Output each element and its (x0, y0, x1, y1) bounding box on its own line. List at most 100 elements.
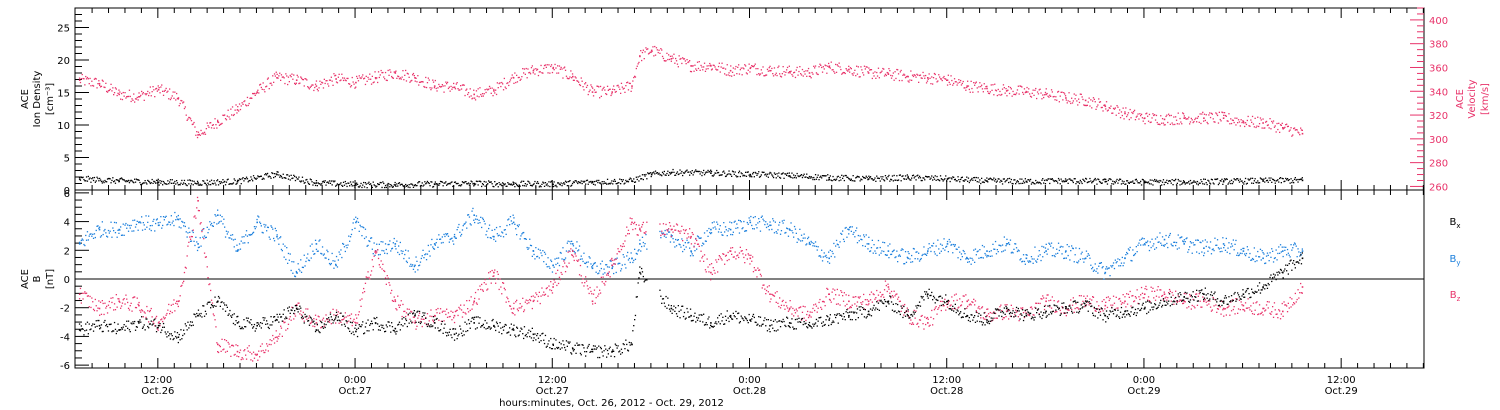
velocity-series-point (441, 84, 443, 86)
by-series-point (1223, 247, 1225, 249)
density-series-point (593, 180, 596, 183)
by-series-point (758, 218, 760, 220)
bz-series-point (200, 222, 202, 224)
by-series-point (574, 252, 576, 254)
velocity-series-point (731, 71, 734, 73)
bz-series-point (415, 328, 417, 330)
by-series-point (408, 257, 410, 259)
density-series-point (740, 172, 742, 174)
velocity-series-point (987, 90, 989, 93)
by-series-point (203, 235, 206, 237)
density-series-point (513, 182, 515, 184)
by-series-point (1086, 255, 1088, 257)
density-series-point (665, 174, 667, 176)
velocity-series-point (1126, 115, 1128, 118)
by-series-point (664, 229, 666, 232)
b-tick-label: -6 (60, 361, 70, 372)
velocity-series-point (361, 76, 363, 78)
by-series-point (193, 240, 195, 242)
velocity-series-point (692, 65, 694, 67)
by-series-point (715, 228, 717, 230)
by-series-point (270, 225, 272, 227)
by-series-point (276, 234, 278, 236)
velocity-series-point (432, 81, 435, 83)
bz-series-point (306, 318, 308, 320)
velocity-series-point (993, 94, 995, 96)
by-series-point (1064, 257, 1066, 259)
density-series-point (245, 178, 247, 180)
bz-series-point (268, 343, 270, 346)
velocity-series-point (123, 95, 125, 97)
velocity-series-point (508, 84, 510, 87)
by-series-point (995, 253, 998, 255)
velocity-series-point (669, 55, 672, 57)
velocity-series-point (385, 79, 387, 81)
density-series-point (755, 172, 757, 174)
by-series-point (452, 240, 454, 242)
density-series-point (540, 186, 542, 188)
by-series-point (160, 216, 162, 218)
bz-series-point (515, 301, 517, 303)
velocity-series-point (260, 86, 262, 89)
velocity-series-point (421, 81, 423, 83)
density-series-point (415, 185, 417, 187)
density-series-point (1008, 177, 1011, 180)
bz-series-point (359, 299, 361, 301)
by-series-point (799, 228, 801, 230)
velocity-series-point (1029, 93, 1031, 95)
bz-series-point (202, 228, 204, 231)
bz-series-point (519, 303, 521, 305)
by-series-point (390, 250, 392, 252)
velocity-series-point (297, 76, 299, 78)
density-series-point (688, 171, 690, 173)
density-series-point (436, 183, 438, 185)
velocity-series-point (1244, 125, 1246, 128)
density-series-point (922, 177, 924, 179)
velocity-series-point (575, 77, 577, 79)
by-series-point (1035, 260, 1037, 262)
density-series-point (1158, 181, 1160, 184)
velocity-series-point (1218, 111, 1220, 113)
by-series-point (864, 245, 866, 247)
velocity-series-point (1165, 115, 1167, 118)
density-series-point (845, 174, 847, 177)
density-series-point (159, 180, 161, 182)
density-series-point (332, 180, 334, 182)
by-series-point (1289, 256, 1291, 258)
by-series-point (113, 221, 116, 224)
velocity-series-point (882, 67, 884, 70)
density-series-point (1041, 179, 1043, 181)
density-series-point (1271, 181, 1273, 183)
velocity-series-point (120, 92, 123, 95)
bz-series-point (319, 319, 321, 322)
by-series-point (239, 248, 242, 250)
by-series-point (474, 218, 477, 220)
density-series-point (858, 176, 860, 178)
by-series-point (161, 227, 163, 229)
by-series-point (1218, 248, 1220, 250)
density-series-point (466, 183, 468, 185)
density-series-point (1136, 180, 1138, 182)
density-series-point (469, 183, 471, 185)
by-series-point (481, 226, 483, 229)
bz-series-point (373, 255, 375, 257)
by-series-data-point (769, 224, 771, 227)
velocity-series-point (335, 74, 337, 76)
by-series-point (123, 234, 125, 236)
by-series-point (921, 254, 923, 257)
by-series-point (352, 222, 354, 224)
density-series-point (306, 178, 308, 181)
by-series-point (431, 238, 433, 241)
velocity-series-point (959, 81, 961, 83)
by-series-point (1187, 251, 1189, 253)
velocity-series-point (1109, 107, 1111, 109)
by-series-point (347, 244, 349, 246)
density-series-point (336, 183, 339, 185)
by-series-point (224, 236, 227, 238)
velocity-series-point (723, 67, 725, 69)
velocity-series-point (1237, 119, 1240, 121)
bz-series-point (99, 301, 102, 303)
bz-series-point (397, 295, 399, 297)
by-series-point (727, 230, 729, 232)
velocity-series-point (558, 65, 561, 67)
